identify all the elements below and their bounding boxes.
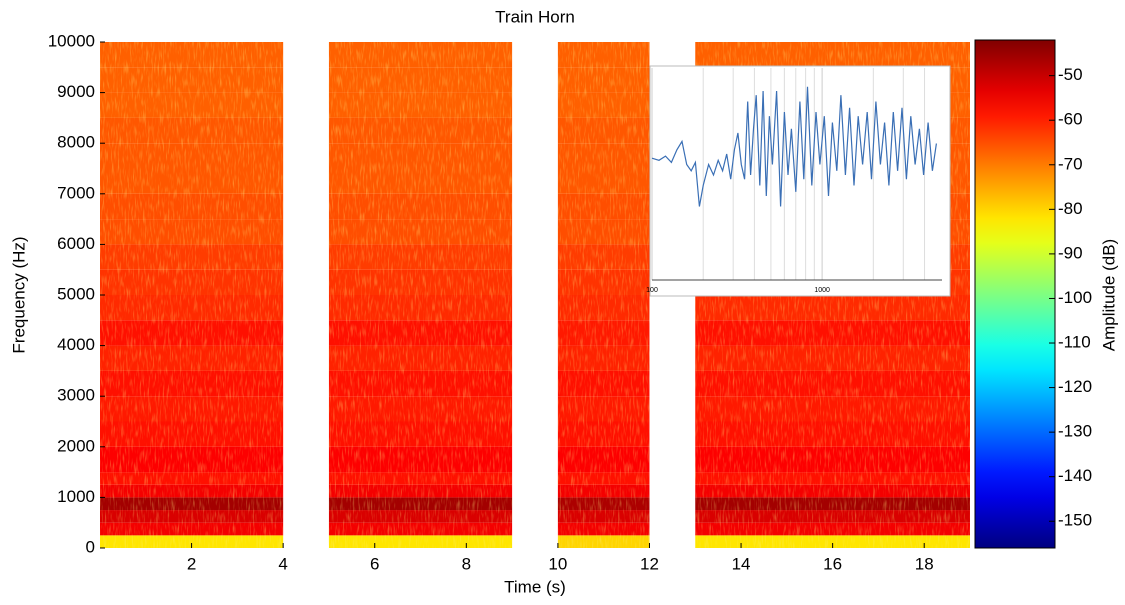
y-tick-label: 2000 [57, 436, 95, 455]
colorbar [974, 39, 1056, 549]
colorbar-tick-label: -70 [1058, 154, 1083, 173]
colorbar-label: Amplitude (dB) [1099, 239, 1118, 351]
inset-panel [649, 65, 951, 297]
y-tick-label: 9000 [57, 82, 95, 101]
colorbar-tick-label: -60 [1058, 110, 1083, 129]
y-tick-label: 5000 [57, 284, 95, 303]
y-tick-label: 1000 [57, 487, 95, 506]
colorbar-tick-label: -150 [1058, 511, 1092, 530]
x-tick-label: 6 [370, 554, 379, 573]
texture [100, 42, 284, 548]
x-tick-label: 10 [548, 554, 567, 573]
colorbar-tick-label: -140 [1058, 466, 1092, 485]
y-axis-label: Frequency (Hz) [9, 236, 28, 353]
x-axis-label: Time (s) [504, 577, 566, 596]
texture [328, 42, 513, 548]
x-tick-label: 12 [640, 554, 659, 573]
colorbar-tick-label: -90 [1058, 243, 1083, 262]
y-tick-label: 4000 [57, 335, 95, 354]
inset-line [651, 86, 937, 207]
colorbar-tick-label: -110 [1058, 333, 1091, 352]
y-tick-label: 8000 [57, 133, 95, 152]
x-tick-label: 18 [915, 554, 934, 573]
colorbar-tick-label: -120 [1058, 377, 1092, 396]
x-tick-label: 16 [823, 554, 842, 573]
x-tick-label: 8 [462, 554, 471, 573]
x-tick-label: 2 [187, 554, 196, 573]
x-tick-label: 4 [278, 554, 287, 573]
colorbar-tick-label: -50 [1058, 65, 1083, 84]
colorbar-tick-label: -100 [1058, 288, 1092, 307]
inset-chart: 100 1000 [646, 68, 942, 294]
inset-x-tick-label: 100 [646, 287, 658, 294]
colorbar-tick-label: -80 [1058, 199, 1083, 218]
y-tick-label: 10000 [48, 31, 95, 50]
x-tick-label: 14 [732, 554, 751, 573]
y-tick-label: 7000 [57, 183, 95, 202]
texture [557, 42, 650, 548]
y-tick-label: 6000 [57, 234, 95, 253]
y-tick-label: 0 [86, 537, 95, 556]
colorbar-tick-label: -130 [1058, 422, 1092, 441]
y-tick-label: 3000 [57, 386, 95, 405]
inset-x-tick-label: 1000 [814, 287, 830, 294]
chart-title: Train Horn [495, 7, 575, 26]
